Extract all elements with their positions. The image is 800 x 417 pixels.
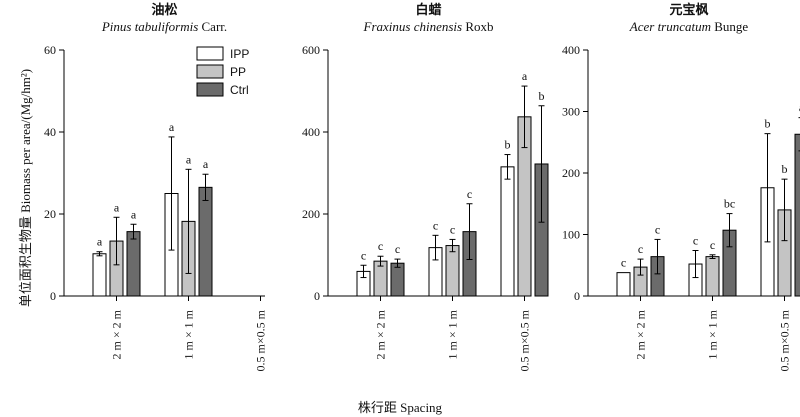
y-tick-label: 200 [562,166,580,180]
significance-label: c [638,242,643,256]
legend-label: IPP [230,47,249,61]
bar-ipp [616,272,631,297]
x-tick-label: 1 m × 1 m [446,309,460,359]
significance-label: b [505,138,511,152]
panel-title: 白蜡 [415,2,441,18]
significance-label: a [799,101,800,115]
significance-label: b [782,162,788,176]
legend: IPP PP Ctrl [196,46,249,97]
panel-title: 油松 [151,2,177,18]
significance-label: a [169,120,175,134]
x-tick-label: 2 m × 2 m [374,309,388,359]
y-tick-label: 0 [50,289,56,303]
x-tick-label: 0.5 m×0.5 m [518,309,532,371]
legend-swatch-ipp [196,46,224,61]
x-tick-label: 1 m × 1 m [706,309,720,359]
species-author: Bunge [711,19,748,34]
species-name: Fraxinus chinensis [363,19,463,34]
y-tick-label: 40 [44,125,56,139]
legend-swatch-ctrl [196,82,224,97]
y-tick-label: 300 [562,105,580,119]
x-axis-label: 株行距 Spacing [358,400,443,415]
panel-subtitle: Acer truncatum Bunge [629,19,749,34]
significance-label: b [765,117,771,131]
legend-label: Ctrl [230,83,249,97]
y-tick-label: 600 [302,43,320,57]
x-tick-label: 0.5 m×0.5 m [254,309,268,371]
x-tick-label: 0.5 m×0.5 m [778,309,792,371]
bar-ipp [92,253,107,297]
y-tick-label: 0 [574,289,580,303]
significance-label: c [655,222,660,236]
y-tick-label: 20 [44,207,56,221]
y-tick-label: 200 [302,207,320,221]
y-tick-label: 400 [302,125,320,139]
species-author: Carr. [198,19,227,34]
y-tick-label: 60 [44,43,56,57]
significance-label: bc [724,197,735,211]
panel-subtitle: Pinus tabuliformis Carr. [101,19,227,34]
legend-swatch-pp [196,64,224,79]
significance-label: b [539,89,545,103]
y-axis-label: 单位面积生物量 Biomass per area/(Mg/hm²) [18,69,33,307]
significance-label: a [114,200,120,214]
significance-label: c [450,222,455,236]
significance-label: c [467,187,472,201]
bar-pp [445,245,460,297]
significance-label: c [378,239,383,253]
significance-label: c [361,248,366,262]
significance-label: a [522,69,528,83]
bar-ctrl [794,133,800,297]
y-tick-label: 400 [562,43,580,57]
bar-pp [705,256,720,297]
x-tick-label: 2 m × 2 m [634,309,648,359]
x-tick-label: 1 m × 1 m [182,309,196,359]
y-tick-label: 100 [562,228,580,242]
bar-ipp [500,166,515,297]
y-tick-label: 0 [314,289,320,303]
species-author: Roxb [462,19,493,34]
significance-label: a [97,235,103,249]
significance-label: a [203,157,209,171]
significance-label: c [693,233,698,247]
bar-ctrl [198,186,213,297]
species-name: Acer truncatum [629,19,711,34]
species-name: Pinus tabuliformis [101,19,198,34]
significance-label: a [131,207,137,221]
panel-subtitle: Fraxinus chinensis Roxb [363,19,494,34]
bar-ctrl [390,262,405,297]
significance-label: c [395,242,400,256]
significance-label: a [186,152,192,166]
significance-label: c [433,218,438,232]
bar-ctrl [126,231,141,297]
legend-label: PP [230,65,246,79]
x-tick-label: 2 m × 2 m [110,309,124,359]
panel-title: 元宝枫 [669,2,708,18]
significance-label: c [621,256,626,270]
significance-label: c [710,238,715,252]
